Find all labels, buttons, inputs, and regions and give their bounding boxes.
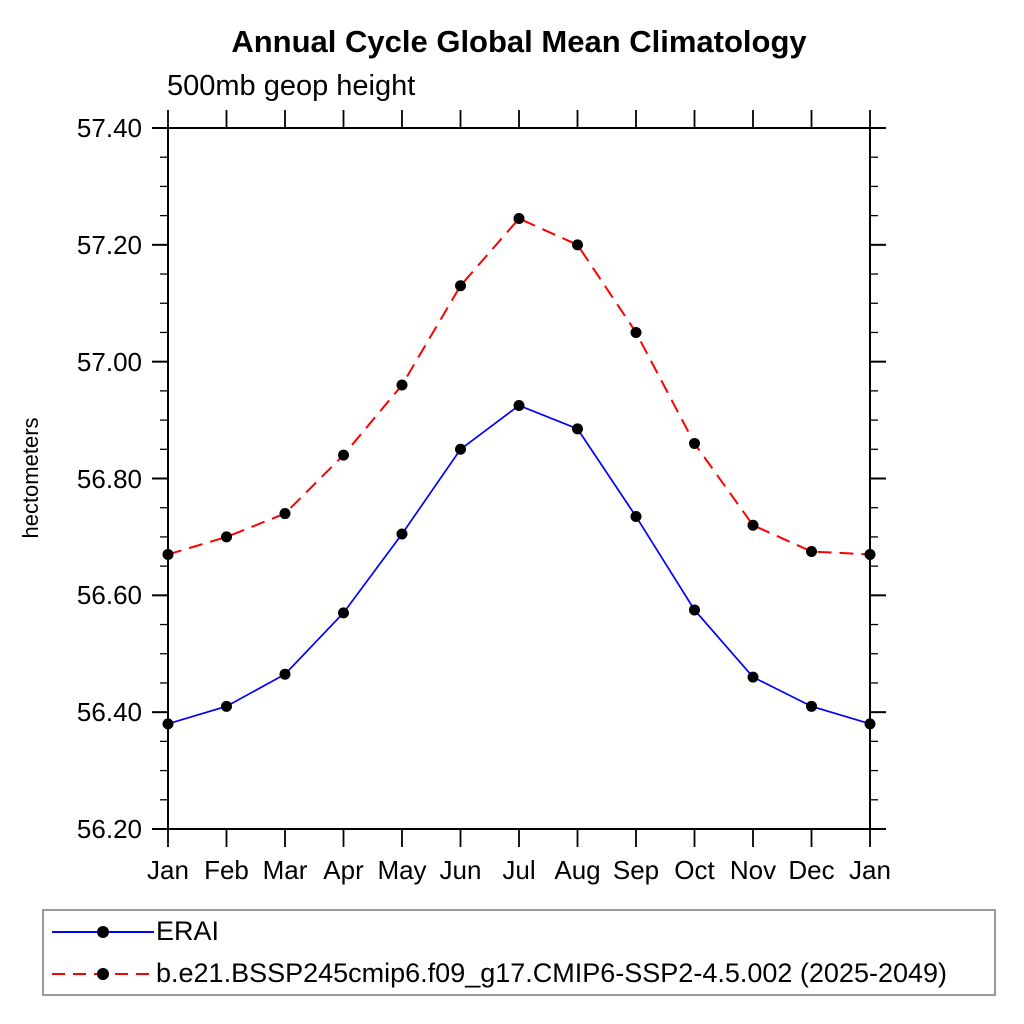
data-point-series-0 xyxy=(455,443,466,455)
x-tick-label: Apr xyxy=(323,855,364,885)
data-point-series-1 xyxy=(572,239,583,251)
legend-row-model: b.e21.BSSP245cmip6.f09_g17.CMIP6-SSP2-4.… xyxy=(44,957,994,991)
data-point-series-1 xyxy=(513,213,525,225)
y-tick-label: 56.20 xyxy=(76,814,142,844)
data-point-series-1 xyxy=(279,508,291,520)
x-tick-label: Nov xyxy=(729,855,777,885)
legend-row-erai: ERAI xyxy=(44,915,994,949)
x-tick-label: Jan xyxy=(849,855,891,885)
y-tick-label: 56.60 xyxy=(76,580,142,611)
y-tick-label: 57.40 xyxy=(76,113,142,143)
legend-label-model: b.e21.BSSP245cmip6.f09_g17.CMIP6-SSP2-4.… xyxy=(156,958,948,988)
x-tick-label: Dec xyxy=(788,855,835,885)
x-tick-label: Aug xyxy=(554,855,601,885)
data-point-series-0 xyxy=(221,700,232,712)
x-tick-label: Mar xyxy=(262,855,308,885)
data-point-series-1 xyxy=(630,326,642,338)
data-point-series-1 xyxy=(689,437,700,449)
data-point-series-1 xyxy=(747,519,759,531)
chart-subtitle: 500mb geop height xyxy=(167,70,416,102)
data-point-series-0 xyxy=(747,671,759,683)
data-point-series-1 xyxy=(338,449,349,461)
data-point-series-0 xyxy=(279,668,291,680)
data-point-series-0 xyxy=(864,718,876,730)
legend-label-erai: ERAI xyxy=(156,916,220,946)
y-tick-label: 57.00 xyxy=(76,346,142,377)
series-line-0 xyxy=(167,404,871,725)
data-point-series-0 xyxy=(689,604,700,616)
data-point-series-1 xyxy=(806,546,817,558)
data-point-series-0 xyxy=(396,528,408,540)
data-point-series-1 xyxy=(396,379,408,391)
x-tick-label: Oct xyxy=(674,855,715,885)
data-point-series-0 xyxy=(572,423,583,435)
x-tick-label: Jan xyxy=(147,855,189,885)
legend-line-dashed-icon xyxy=(52,967,154,980)
data-point-series-0 xyxy=(513,399,525,411)
legend-line-solid-icon xyxy=(52,925,154,938)
x-tick-label: Jul xyxy=(502,855,536,885)
x-tick-label: Jun xyxy=(439,855,482,885)
plot-frame xyxy=(167,127,871,830)
data-point-series-0 xyxy=(162,718,174,730)
data-point-series-1 xyxy=(162,548,174,560)
chart-title: Annual Cycle Global Mean Climatology xyxy=(231,24,807,59)
legend-box: ERAI b.e21.BSSP245cmip6.f09_g17.CMIP6-SS… xyxy=(42,909,996,996)
data-point-series-1 xyxy=(455,280,466,292)
y-tick-label: 56.80 xyxy=(76,463,142,494)
x-tick-label: May xyxy=(377,855,427,885)
data-point-series-0 xyxy=(338,607,349,619)
data-point-series-0 xyxy=(806,700,817,712)
y-tick-label: 57.20 xyxy=(76,229,142,260)
series-line-1 xyxy=(167,217,871,556)
data-point-series-1 xyxy=(864,548,876,560)
data-point-series-0 xyxy=(630,510,642,522)
x-tick-label: Feb xyxy=(204,855,249,885)
x-tick-label: Sep xyxy=(612,855,660,885)
data-point-series-1 xyxy=(221,531,232,543)
y-tick-label: 56.40 xyxy=(76,697,142,728)
